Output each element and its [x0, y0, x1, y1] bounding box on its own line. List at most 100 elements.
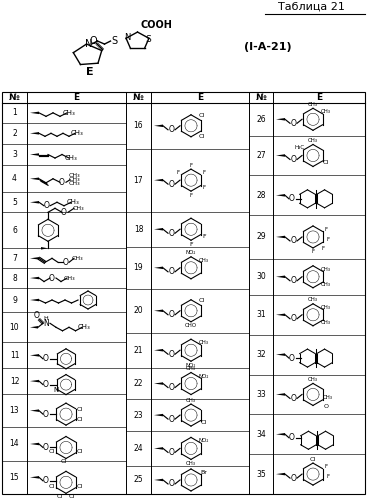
- Text: CH₃: CH₃: [321, 320, 331, 325]
- Text: 12: 12: [10, 377, 19, 386]
- Polygon shape: [154, 125, 163, 127]
- Polygon shape: [30, 132, 39, 135]
- Polygon shape: [30, 277, 39, 279]
- Text: O: O: [49, 273, 55, 282]
- Text: 31: 31: [256, 310, 266, 319]
- Text: Br: Br: [200, 470, 207, 475]
- Text: 9: 9: [12, 295, 17, 304]
- Text: 22: 22: [134, 379, 143, 388]
- Text: Cl: Cl: [77, 407, 83, 412]
- Polygon shape: [276, 154, 285, 157]
- Text: 35: 35: [256, 470, 266, 479]
- Text: O: O: [291, 394, 297, 403]
- Polygon shape: [154, 447, 163, 450]
- Text: CH₃: CH₃: [72, 206, 84, 211]
- Text: O: O: [44, 201, 50, 210]
- Text: 32: 32: [256, 350, 266, 359]
- Polygon shape: [30, 153, 39, 156]
- Text: O: O: [168, 415, 174, 424]
- Text: CH₃: CH₃: [308, 102, 318, 107]
- Polygon shape: [154, 414, 163, 416]
- Text: №: №: [9, 93, 20, 102]
- Polygon shape: [30, 354, 39, 357]
- Text: 1: 1: [12, 108, 17, 117]
- Text: N: N: [54, 387, 59, 393]
- Text: 21: 21: [134, 346, 143, 355]
- Polygon shape: [276, 118, 285, 121]
- Polygon shape: [276, 313, 285, 316]
- Text: №: №: [133, 93, 144, 102]
- Text: Cl: Cl: [199, 134, 205, 139]
- Text: Cl: Cl: [199, 113, 205, 118]
- Text: 11: 11: [10, 351, 19, 360]
- Text: O: O: [291, 237, 297, 246]
- Text: Cl: Cl: [49, 449, 55, 454]
- Polygon shape: [154, 382, 163, 385]
- Text: 24: 24: [134, 444, 143, 453]
- Polygon shape: [154, 228, 163, 231]
- Text: O: O: [168, 267, 174, 276]
- Text: O: O: [289, 354, 295, 363]
- Text: CH₃: CH₃: [199, 340, 209, 345]
- Text: O: O: [291, 314, 297, 323]
- Text: CH₃: CH₃: [65, 155, 77, 161]
- Text: 15: 15: [10, 473, 19, 482]
- Text: Cl: Cl: [199, 298, 205, 303]
- Text: CH₃: CH₃: [68, 173, 80, 178]
- Text: O: O: [168, 229, 174, 238]
- Text: O: O: [59, 178, 65, 187]
- Text: CH₃: CH₃: [63, 275, 75, 280]
- Polygon shape: [30, 112, 39, 114]
- Polygon shape: [276, 473, 285, 476]
- Text: O: O: [168, 125, 174, 134]
- Text: F: F: [203, 170, 206, 175]
- Polygon shape: [30, 257, 39, 259]
- Text: CH₃: CH₃: [186, 366, 196, 371]
- Text: O: O: [289, 433, 295, 442]
- Text: O: O: [168, 350, 174, 359]
- Text: F: F: [189, 193, 193, 198]
- Polygon shape: [30, 299, 39, 301]
- Text: CH₃: CH₃: [199, 258, 209, 263]
- Text: O: O: [291, 119, 297, 128]
- Text: 16: 16: [134, 121, 143, 130]
- Text: Cl: Cl: [201, 420, 207, 425]
- Text: 3: 3: [12, 150, 17, 159]
- Text: O: O: [168, 448, 174, 457]
- Text: F: F: [326, 474, 329, 479]
- Text: CH₃: CH₃: [68, 177, 80, 182]
- Text: (I-A-21): (I-A-21): [244, 42, 292, 52]
- Text: 2: 2: [12, 129, 17, 138]
- Polygon shape: [30, 201, 39, 204]
- Text: CH₃: CH₃: [321, 267, 331, 272]
- Text: F: F: [326, 237, 329, 242]
- Text: NO₂: NO₂: [199, 374, 209, 379]
- Text: O: O: [61, 208, 67, 217]
- Text: 19: 19: [134, 263, 143, 272]
- Text: 5: 5: [12, 198, 17, 207]
- Text: E: E: [197, 93, 203, 102]
- Text: F: F: [324, 464, 328, 469]
- Text: CH₃: CH₃: [68, 181, 80, 186]
- Polygon shape: [41, 247, 48, 250]
- Text: Cl: Cl: [61, 459, 67, 464]
- Text: 29: 29: [256, 233, 266, 242]
- Text: O: O: [291, 474, 297, 483]
- Text: CH₃: CH₃: [63, 110, 75, 116]
- Text: 6: 6: [12, 226, 17, 235]
- Text: N: N: [43, 319, 49, 328]
- Text: Cl: Cl: [310, 457, 316, 462]
- Text: N: N: [124, 33, 130, 42]
- Text: O: O: [43, 354, 49, 363]
- Text: 7: 7: [12, 254, 17, 263]
- Text: CH₃: CH₃: [186, 461, 196, 466]
- Text: CH₃: CH₃: [186, 398, 196, 403]
- Text: 28: 28: [256, 191, 266, 200]
- Text: NO₂: NO₂: [199, 439, 209, 444]
- Polygon shape: [154, 266, 163, 269]
- Text: CH₃: CH₃: [321, 305, 331, 310]
- Text: Cl: Cl: [77, 449, 83, 454]
- Text: F: F: [312, 250, 315, 254]
- Polygon shape: [276, 393, 285, 396]
- Text: 20: 20: [134, 306, 143, 315]
